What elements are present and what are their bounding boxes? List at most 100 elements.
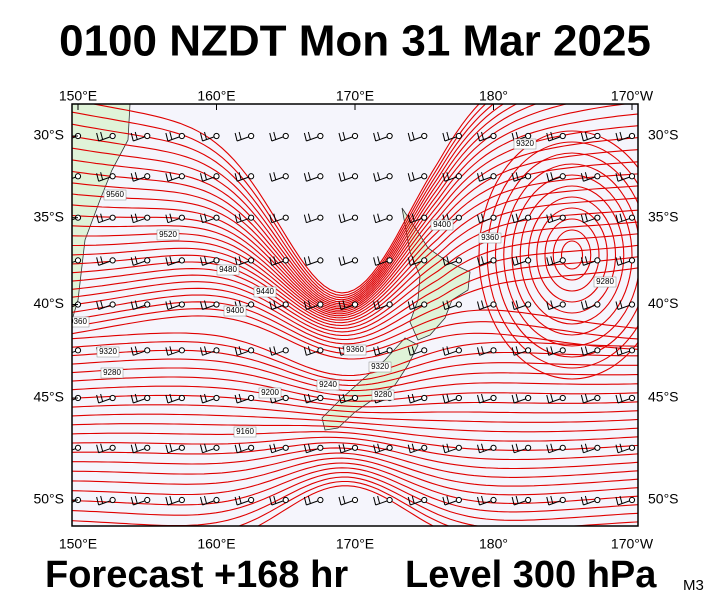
barb-flag [477,173,480,182]
contour-line [72,173,638,319]
barb-flag [477,301,480,310]
barb-flag [580,347,584,356]
barb-flag [96,394,100,404]
barb-flag [619,213,623,222]
barb-flag [200,173,203,182]
barb-flag [269,214,273,223]
barb-station [386,132,393,140]
barb-flag [100,443,104,452]
barb-flag [134,213,138,222]
barb-flag [619,256,623,265]
barb-flag [481,393,484,402]
barb-flag [238,172,242,180]
barb-flag [550,346,554,354]
barb-flag [200,394,203,404]
barb-flag [66,256,68,264]
barb-station [421,173,428,180]
barb-flag [134,172,138,180]
contour-line [72,104,518,303]
barb-flag [477,394,480,404]
barb-flag [238,346,242,354]
barb-station [282,257,289,264]
lon-label-top: 180° [479,88,508,104]
barb-station [525,173,532,180]
barb-flag [584,300,588,309]
barb-station [490,444,497,451]
barb-station [525,132,532,140]
contour-line [72,341,638,381]
barb-flag [200,132,203,142]
barb-flag [550,495,554,504]
barb-flag [134,131,138,140]
barb-flag [373,301,377,310]
contour-line [72,436,638,461]
barb-flag [303,394,307,404]
barb-station [386,301,393,308]
barb-station [317,257,324,264]
barb-flag [96,301,100,310]
contour-label: 9560 [106,190,124,199]
barb-station [421,132,428,140]
barb-station [144,347,151,354]
barb-station [421,394,428,402]
barb-flag [377,346,381,354]
barb-station [455,214,462,221]
barb-flag [584,131,588,140]
barb-station [490,257,497,264]
barb-flag [130,214,134,223]
barb-flag [477,347,480,356]
barb-flag [273,300,277,309]
barb-station [351,394,359,402]
barb-flag [165,173,169,182]
barb-flag [134,393,138,402]
barb-flag [169,213,173,222]
contour-label: 9360 [69,317,87,326]
barb-flag [481,443,484,452]
barb-flag [550,213,554,222]
barb-station [386,444,393,451]
barb-flag [269,444,273,453]
contour-label: 9520 [159,230,177,239]
barb-flag [169,443,173,452]
contour-line [72,442,638,470]
barb-station [317,444,324,451]
barb-flag [373,496,377,506]
barb-station [421,214,428,221]
barb-flag [584,172,588,180]
barb-flag [338,347,342,356]
contour-line [72,104,495,299]
barb-flag [100,393,104,402]
barb-station [144,132,151,140]
barb-station [178,214,185,221]
barb-flag [204,300,207,309]
barb-flag [134,443,138,452]
barb-flag [303,214,307,223]
barb-station [525,444,532,451]
barb-flag [550,256,554,265]
barb-station [559,347,566,354]
barb-station [144,394,151,402]
barb-station [455,132,462,140]
barb-flag [442,132,446,142]
barb-flag [273,256,277,265]
contours [72,104,638,526]
barb-flag [481,300,484,309]
barb-flag [407,173,411,182]
barb-flag [584,393,588,402]
barb-station [490,394,497,402]
barb-station [351,257,359,264]
barb-station [455,301,462,308]
barb-station [594,173,601,180]
barb-flag [477,257,480,266]
barb-flag [584,256,588,265]
barb-flag [338,214,342,223]
barb-flag [165,394,169,404]
barb-station [282,214,289,221]
barb-flag [130,444,134,453]
barb-flag [411,300,415,309]
contour-label-box [103,189,127,201]
barb-flag [273,131,277,140]
barb-station [317,496,324,504]
barb-flag [584,443,588,452]
